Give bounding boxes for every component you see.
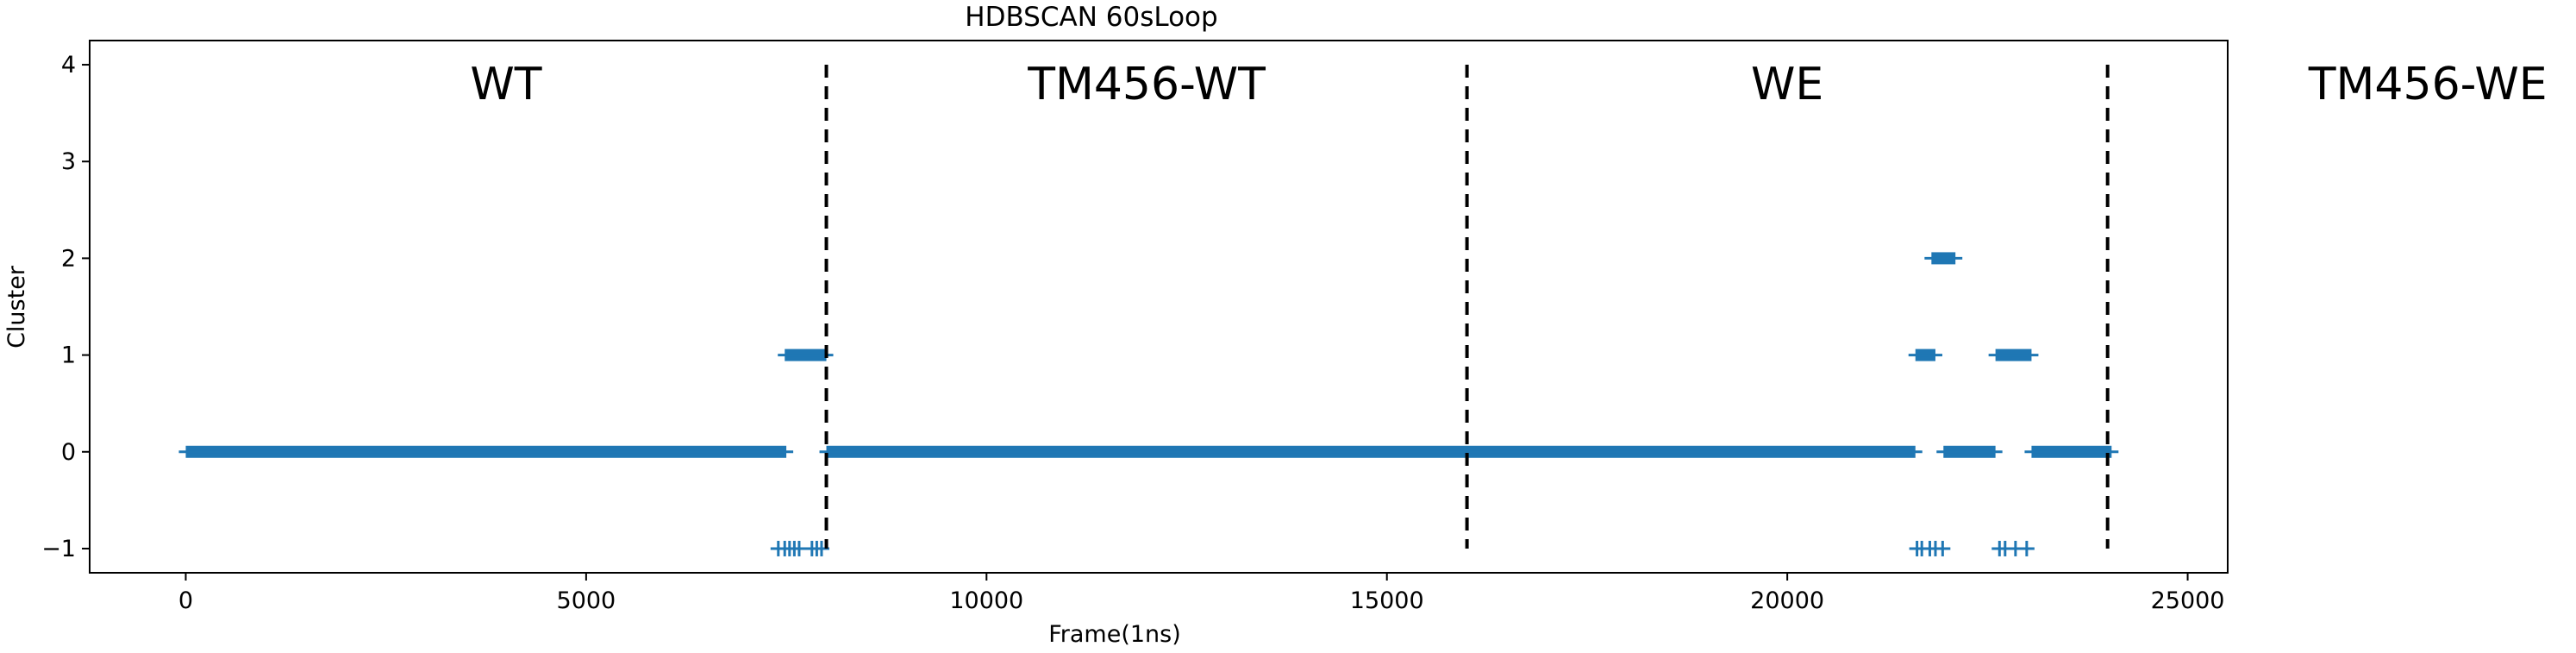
x-tick-label: 15000 bbox=[1350, 587, 1424, 614]
chart-title: HDBSCAN 60sLoop bbox=[965, 2, 1217, 33]
data-layer bbox=[178, 252, 2119, 556]
cluster-run bbox=[1936, 445, 2003, 458]
cluster-run bbox=[1988, 348, 2039, 361]
x-axis-label: Frame(1ns) bbox=[1048, 621, 1181, 648]
y-axis-label: Cluster bbox=[3, 265, 30, 348]
cluster-run bbox=[1924, 252, 1963, 265]
region-label: TM456-WT bbox=[1027, 59, 1266, 110]
region-label: WT bbox=[470, 59, 541, 110]
cluster-run bbox=[178, 445, 794, 458]
x-tick-label: 20000 bbox=[1750, 587, 1824, 614]
divider-layer bbox=[824, 65, 2110, 549]
y-tick-label: 4 bbox=[61, 52, 76, 78]
region-label: TM456-WE bbox=[2308, 59, 2548, 110]
y-tick-label: 3 bbox=[61, 148, 76, 175]
x-tick-label: 5000 bbox=[557, 587, 616, 614]
cluster-run bbox=[2024, 445, 2119, 458]
cluster-run bbox=[1908, 348, 1942, 361]
plus-marker bbox=[2018, 540, 2035, 556]
region-label-layer: WT TM456-WT WE TM456-WE bbox=[470, 59, 2547, 110]
y-tick-label: −1 bbox=[41, 536, 76, 562]
region-label: WE bbox=[1751, 59, 1823, 110]
cluster-run bbox=[778, 348, 834, 361]
x-axis: 0 5000 10000 15000 20000 25000 bbox=[178, 573, 2225, 614]
y-axis: −1 0 1 2 3 4 bbox=[41, 52, 90, 562]
y-tick-label: 0 bbox=[61, 439, 76, 466]
cluster-run bbox=[819, 445, 1923, 458]
x-tick-label: 25000 bbox=[2151, 587, 2225, 614]
plot-frame bbox=[89, 40, 2229, 574]
y-tick-label: 2 bbox=[61, 245, 76, 272]
plus-marker bbox=[1935, 540, 1951, 556]
y-tick-label: 1 bbox=[61, 342, 76, 369]
x-tick-label: 0 bbox=[178, 587, 193, 614]
x-tick-label: 10000 bbox=[949, 587, 1023, 614]
